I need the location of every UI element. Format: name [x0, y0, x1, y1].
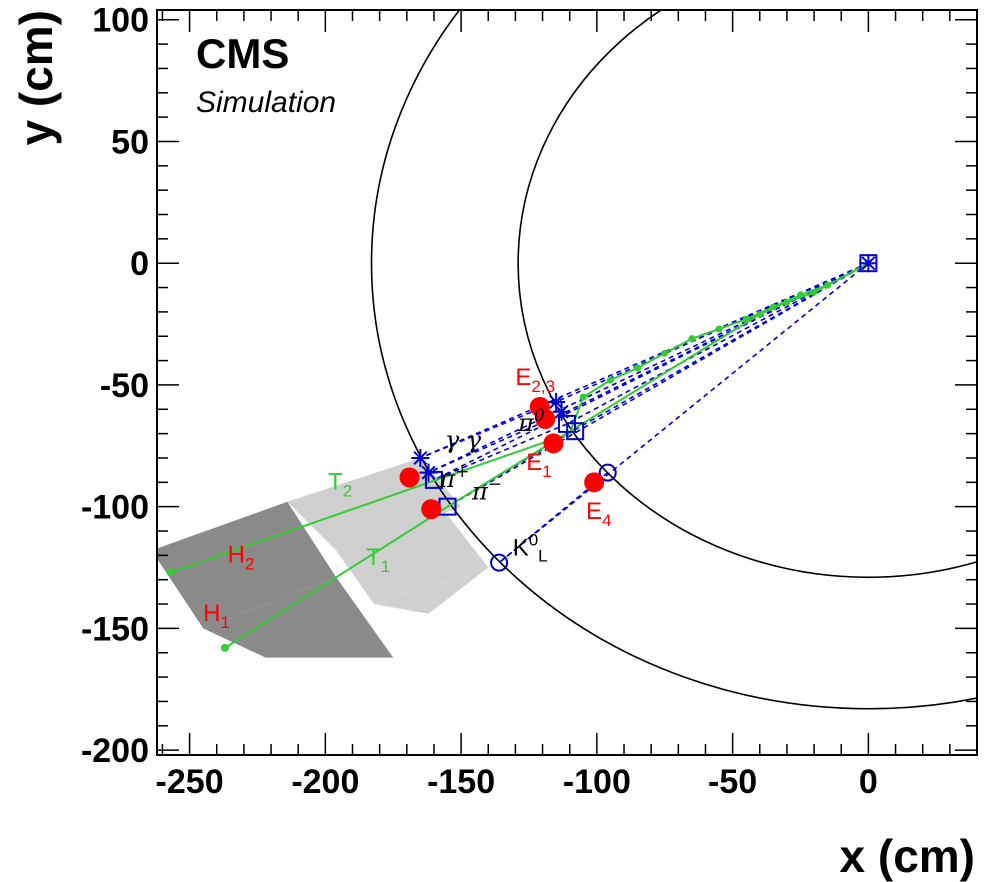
- y-tick-label: 0: [130, 245, 149, 283]
- ray-11: [433, 423, 568, 481]
- impact-circle-0: [490, 553, 509, 572]
- x-axis-label: x (cm): [840, 830, 975, 882]
- label-H2: H2: [228, 542, 255, 574]
- x-tick-label: -100: [563, 763, 631, 801]
- plot-frame: [156, 9, 978, 756]
- H1-cell: [203, 577, 394, 658]
- cluster-E23-b: [535, 409, 556, 430]
- label-pi-minus: π−: [471, 474, 502, 505]
- y-tick-label: -150: [81, 610, 149, 648]
- ray-4: [498, 262, 869, 564]
- label-pi0: π0: [517, 406, 545, 437]
- impact-star-0: [411, 448, 430, 467]
- y-axis-label: y (cm): [10, 10, 62, 145]
- star-stroke: [554, 404, 569, 419]
- impact-star-4: [859, 254, 878, 273]
- x-tick-label: 0: [859, 763, 878, 801]
- chart-subtitle: Simulation: [196, 86, 336, 119]
- track-T2-hit-7: [634, 364, 642, 372]
- x-tick-label: -200: [291, 763, 359, 801]
- label-H1: H1: [203, 600, 230, 632]
- x-tick-label: -150: [427, 763, 495, 801]
- y-tick-label: 50: [111, 123, 149, 161]
- label-T1: T1: [366, 544, 390, 576]
- label-E23: E2,3: [515, 364, 555, 396]
- track-T2-hit-5: [688, 335, 696, 343]
- ray-9: [420, 401, 557, 459]
- label-E4: E4: [586, 498, 611, 530]
- H2-cell: [157, 501, 337, 629]
- cluster-E4: [584, 472, 605, 493]
- ray-6: [561, 262, 869, 415]
- cluster-T1-cluster: [421, 499, 442, 520]
- chart-title: CMS: [196, 30, 289, 77]
- label-gamma-gamma: γ γ: [445, 426, 482, 454]
- track-T1-hit-2: [756, 310, 764, 318]
- T1-cell: [336, 511, 489, 605]
- track-T2-end: [166, 568, 175, 577]
- label-T2: T2: [328, 469, 352, 501]
- track-T1-hit-1: [783, 298, 791, 306]
- star-stroke: [421, 465, 436, 480]
- y-tick-label: 100: [92, 2, 149, 40]
- label-K0L: K0L: [513, 530, 548, 565]
- y-tick-label: -50: [100, 367, 149, 405]
- star-stroke: [861, 256, 876, 271]
- track-T1: [224, 262, 869, 649]
- star-stroke: [549, 394, 564, 409]
- star-stroke: [413, 450, 428, 465]
- impact-star-3: [552, 402, 571, 421]
- hcal-boundary: [370, 10, 977, 710]
- track-T2-hit-6: [661, 349, 669, 357]
- y-tick-label: -200: [81, 732, 149, 770]
- cluster-T2-cluster: [399, 467, 420, 488]
- track-T2-hit-4: [715, 325, 723, 333]
- label-pi-plus: π+: [438, 462, 469, 493]
- ray-13: [498, 471, 609, 564]
- track-T1-end: [220, 643, 229, 652]
- impact-star-2: [547, 392, 566, 411]
- track-T2-hit-8: [606, 376, 614, 384]
- x-tick-label: -50: [708, 763, 757, 801]
- impact-star-1: [419, 463, 438, 482]
- track-T2-hit-9: [579, 393, 587, 401]
- cluster-E1: [543, 433, 564, 454]
- ecal-boundary: [517, 10, 977, 578]
- impact-square-3: [566, 422, 585, 441]
- label-E1: E1: [526, 449, 551, 481]
- ray-8: [572, 262, 869, 432]
- ray-10: [428, 413, 562, 474]
- ray-5: [555, 262, 869, 403]
- track-T1-hit-0: [810, 288, 818, 296]
- impact-circle-1: [598, 463, 617, 482]
- y-tick-label: -100: [81, 489, 149, 527]
- x-tick-label: -250: [156, 763, 224, 801]
- T1-cell-low: [374, 567, 489, 614]
